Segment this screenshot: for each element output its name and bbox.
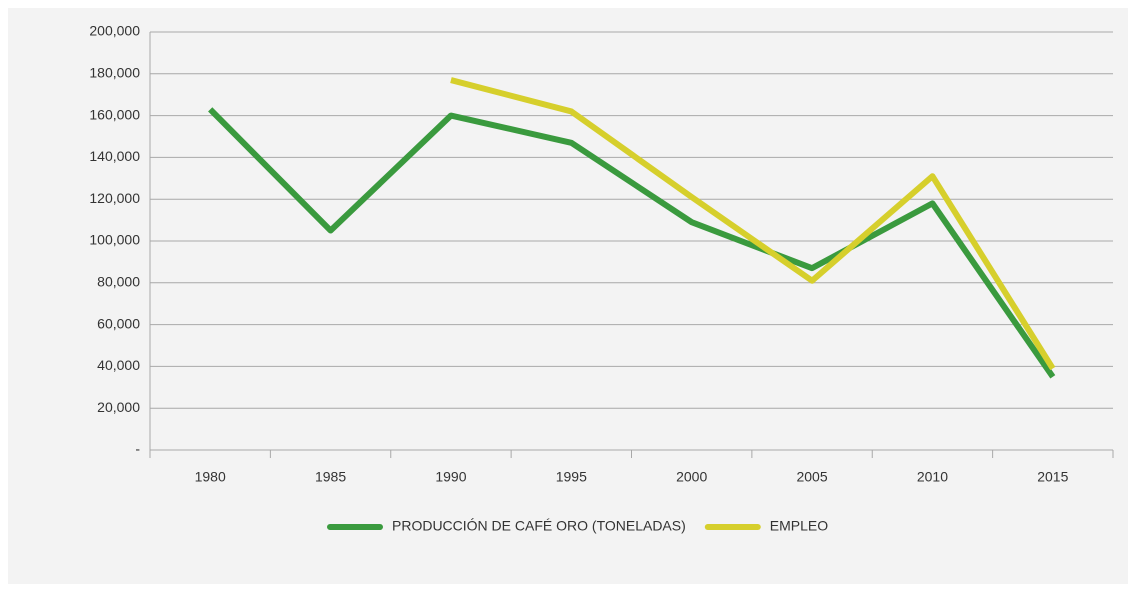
x-tick-label: 1995 xyxy=(556,469,587,485)
legend-label: EMPLEO xyxy=(770,518,828,534)
y-tick-label: 20,000 xyxy=(97,399,140,415)
chart-background xyxy=(8,8,1128,584)
x-tick-label: 2000 xyxy=(676,469,707,485)
x-tick-label: 1990 xyxy=(435,469,466,485)
line xyxy=(208,107,1056,379)
x-tick-label: 2015 xyxy=(1037,469,1068,485)
y-tick-label: 180,000 xyxy=(89,65,140,81)
x-tick-label: 2010 xyxy=(917,469,948,485)
y-tick-label: 100,000 xyxy=(89,232,140,248)
legend-label: PRODUCCIÓN DE CAFÉ ORO (TONELADAS) xyxy=(392,518,686,534)
x-tick-label: 2005 xyxy=(796,469,827,485)
y-tick-label: - xyxy=(135,441,140,457)
y-tick-label: 60,000 xyxy=(97,315,140,331)
y-tick-label: 120,000 xyxy=(89,190,140,206)
y-tick-label: 40,000 xyxy=(97,357,140,373)
y-tick-label: 160,000 xyxy=(89,106,140,122)
y-tick-label: 140,000 xyxy=(89,148,140,164)
x-tick-label: 1985 xyxy=(315,469,346,485)
line xyxy=(450,77,1056,371)
y-tick-label: 80,000 xyxy=(97,274,140,290)
y-tick-label: 200,000 xyxy=(89,23,140,39)
x-tick-label: 1980 xyxy=(195,469,226,485)
